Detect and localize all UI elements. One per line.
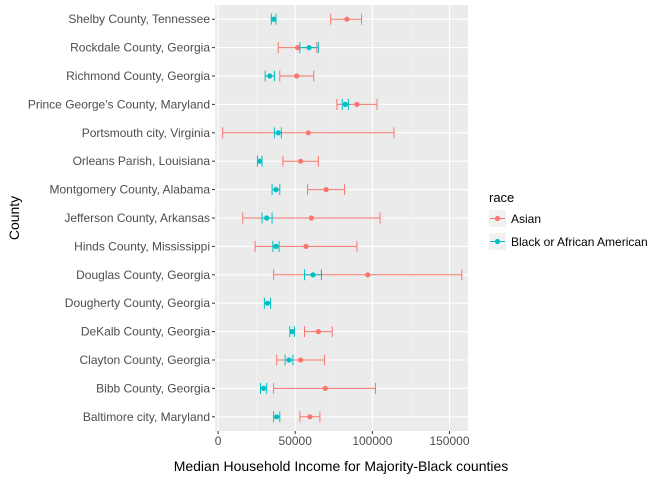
legend-key-point [494, 238, 501, 245]
data-point [275, 130, 281, 136]
legend: race Asian Black or African American [489, 190, 648, 250]
legend-title: race [489, 190, 514, 205]
y-tick-label: Richmond County, Georgia [66, 69, 210, 83]
legend-keys: Asian Black or African American [489, 210, 648, 250]
y-tick-label: Portsmouth city, Virginia [82, 126, 211, 140]
data-point [264, 300, 271, 306]
data-point [260, 385, 267, 391]
y-tick-label: Shelby County, Tennessee [68, 12, 210, 26]
data-point [273, 243, 279, 249]
x-tick-label: 100000 [352, 434, 392, 448]
data-point [257, 158, 263, 164]
data-point [289, 329, 295, 335]
data-point [274, 414, 280, 420]
legend-label: Asian [511, 212, 541, 226]
data-point [354, 101, 360, 107]
y-tick-label: DeKalb County, Georgia [81, 325, 211, 339]
data-point [294, 73, 300, 79]
data-point [294, 45, 301, 51]
x-axis: 0 50000 100000 150000 [215, 431, 470, 448]
data-point [264, 215, 270, 221]
data-point [267, 73, 273, 79]
y-tick-label: Montgomery County, Alabama [49, 183, 210, 197]
data-point [273, 187, 279, 193]
legend-key-point [494, 215, 501, 222]
data-point [344, 16, 350, 22]
y-tick-label: Dougherty County, Georgia [65, 296, 211, 310]
series-group [256, 13, 349, 423]
series-layer [222, 13, 463, 423]
data-point [310, 272, 316, 278]
y-tick-label: Jefferson County, Arkansas [64, 211, 210, 225]
x-tick-label: 50000 [279, 434, 313, 448]
data-point [307, 414, 313, 420]
y-axis: Baltimore city, Maryland Bibb County, Geo… [28, 12, 215, 424]
y-tick-label: Rockdale County, Georgia [70, 41, 210, 55]
y-tick-label: Baltimore city, Maryland [83, 410, 210, 424]
x-tick-label: 0 [215, 434, 222, 448]
y-axis-title: County [6, 196, 22, 240]
legend-key: Asian [489, 210, 541, 227]
data-point [315, 329, 321, 335]
y-tick-label: Clayton County, Georgia [79, 353, 210, 367]
data-point [298, 158, 304, 164]
legend-key: Black or African American [489, 233, 648, 250]
data-point [323, 187, 329, 193]
data-point [305, 130, 311, 136]
data-point [322, 385, 328, 391]
y-tick-label: Bibb County, Georgia [96, 381, 210, 395]
data-point [306, 45, 312, 51]
data-point [286, 357, 292, 363]
y-tick-label: Orleans Parish, Louisiana [73, 154, 211, 168]
data-point [271, 16, 277, 22]
y-tick-label: Douglas County, Georgia [76, 268, 210, 282]
y-tick-label: Prince George's County, Maryland [28, 97, 210, 111]
data-point [308, 215, 315, 221]
data-point [303, 243, 309, 249]
legend-label: Black or African American [511, 235, 648, 249]
data-point [342, 101, 348, 107]
data-point [365, 272, 371, 278]
data-point [298, 357, 304, 363]
y-tick-label: Hinds County, Mississippi [74, 239, 210, 253]
x-axis-title: Median Household Income for Majority-Bla… [174, 458, 509, 474]
x-tick-label: 150000 [429, 434, 469, 448]
